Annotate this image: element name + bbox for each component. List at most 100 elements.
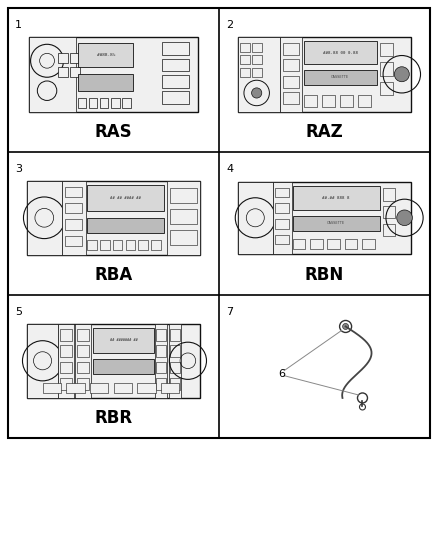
Bar <box>60 329 72 341</box>
Bar <box>162 42 190 55</box>
Text: RBR: RBR <box>95 409 133 427</box>
Text: 3: 3 <box>15 164 22 174</box>
Bar <box>70 67 80 77</box>
Bar <box>65 203 82 213</box>
Bar <box>383 206 396 219</box>
Bar <box>29 37 198 112</box>
Bar <box>65 236 82 246</box>
Bar <box>78 43 134 67</box>
Bar <box>283 59 299 71</box>
Bar <box>88 185 164 211</box>
Bar <box>27 324 200 398</box>
Bar <box>161 383 179 393</box>
Text: ##88.8%: ##88.8% <box>96 53 115 57</box>
Bar <box>27 324 58 398</box>
Bar <box>275 235 290 244</box>
Circle shape <box>397 210 412 225</box>
Bar <box>162 92 190 104</box>
Text: 5: 5 <box>15 307 22 317</box>
Bar <box>304 95 317 107</box>
Bar <box>252 68 262 77</box>
Bar <box>310 239 322 249</box>
Bar <box>88 240 97 251</box>
Bar <box>170 329 180 341</box>
Text: RAZ: RAZ <box>306 123 343 141</box>
Bar <box>275 219 290 229</box>
Text: 6: 6 <box>278 369 285 378</box>
Bar <box>283 76 299 88</box>
Text: RBN: RBN <box>305 266 344 284</box>
Bar <box>27 181 200 255</box>
Bar <box>111 98 120 108</box>
Bar <box>170 230 197 245</box>
Bar <box>162 59 190 71</box>
Bar <box>113 383 132 393</box>
Bar <box>58 53 68 63</box>
Bar <box>170 345 180 357</box>
Text: RBA: RBA <box>94 266 133 284</box>
Bar <box>90 383 108 393</box>
Text: ##8.88 00 0.88: ##8.88 00 0.88 <box>322 51 357 54</box>
Bar <box>340 95 353 107</box>
Text: ## ## #### ##: ## ## #### ## <box>110 196 141 200</box>
Bar <box>358 95 371 107</box>
Bar <box>137 383 155 393</box>
Bar <box>383 188 396 200</box>
Text: CASSETTE: CASSETTE <box>327 222 345 225</box>
Bar <box>138 240 148 251</box>
Bar <box>77 329 89 341</box>
Bar <box>380 62 393 76</box>
Text: 1: 1 <box>15 20 22 30</box>
Bar <box>252 55 262 64</box>
Bar <box>170 209 197 224</box>
Bar <box>156 361 166 374</box>
Bar <box>383 223 396 236</box>
Bar <box>240 55 250 64</box>
Bar <box>304 70 377 85</box>
Bar <box>169 324 181 398</box>
Bar <box>380 43 393 56</box>
Bar <box>283 43 299 55</box>
Bar <box>100 240 110 251</box>
Bar <box>156 345 166 357</box>
Bar <box>58 324 74 398</box>
Bar <box>93 328 154 353</box>
Bar <box>75 324 91 398</box>
Text: RAS: RAS <box>95 123 132 141</box>
Bar <box>162 75 190 88</box>
Bar <box>122 98 131 108</box>
Bar <box>156 329 166 341</box>
Bar <box>238 182 272 254</box>
Bar <box>167 181 200 255</box>
Bar <box>238 37 279 112</box>
Bar <box>113 240 123 251</box>
Bar <box>60 361 72 374</box>
Bar <box>151 240 161 251</box>
Bar <box>170 378 180 390</box>
Bar <box>293 239 305 249</box>
Text: ##.## 888 8: ##.## 888 8 <box>322 196 350 200</box>
Bar <box>240 43 250 52</box>
Bar <box>70 53 80 63</box>
Bar <box>65 187 82 197</box>
Text: 4: 4 <box>226 164 233 174</box>
Bar <box>126 240 135 251</box>
Bar <box>240 68 250 77</box>
Bar <box>77 345 89 357</box>
Text: CASSETTE: CASSETTE <box>331 75 349 79</box>
Bar <box>100 98 109 108</box>
Bar <box>170 361 180 374</box>
Bar <box>345 239 357 249</box>
Text: 7: 7 <box>226 307 233 317</box>
Bar <box>279 37 302 112</box>
Text: ## ####### ##: ## ####### ## <box>110 338 138 342</box>
Bar <box>238 182 411 254</box>
Bar <box>252 43 262 52</box>
Bar <box>380 82 393 95</box>
Bar <box>78 74 134 91</box>
Bar <box>170 188 197 203</box>
Bar <box>60 378 72 390</box>
Bar <box>283 92 299 104</box>
Bar <box>272 182 292 254</box>
Text: 2: 2 <box>226 20 233 30</box>
